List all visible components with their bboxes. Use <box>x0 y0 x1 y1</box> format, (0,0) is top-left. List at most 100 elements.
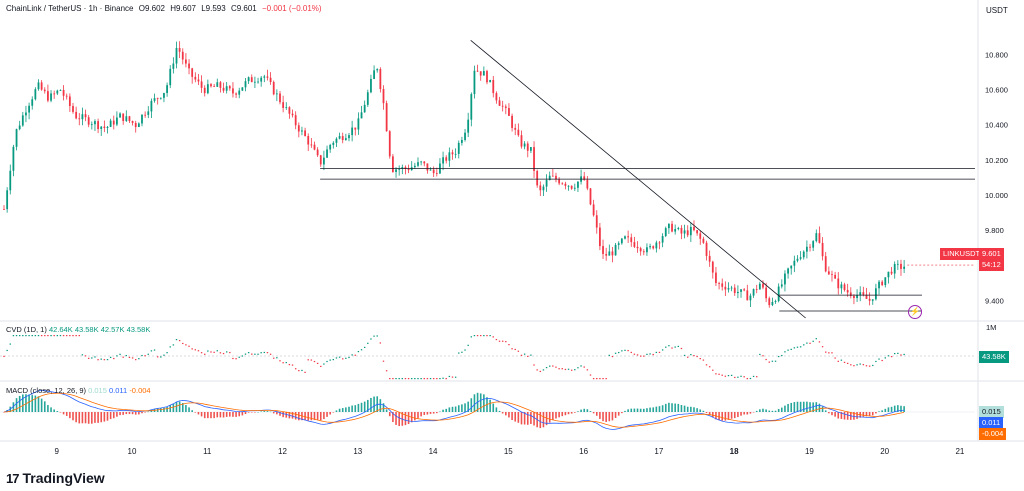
macd-histogram-bar <box>708 412 711 415</box>
macd-histogram-bar <box>483 394 485 412</box>
cvd-bar <box>646 353 648 355</box>
macd-histogram-bar <box>633 408 636 412</box>
macd-histogram-bar <box>175 401 178 412</box>
candle-body <box>401 167 404 169</box>
macd-histogram-bar <box>197 412 200 415</box>
cvd-bar <box>464 349 466 351</box>
macd-histogram-bar <box>887 407 890 412</box>
candle-body <box>624 236 626 239</box>
macd-histogram-bar <box>28 394 30 412</box>
macd-histogram-bar <box>436 412 438 414</box>
candle-body <box>156 98 159 99</box>
candle-body <box>307 136 310 145</box>
candle-body <box>379 69 382 90</box>
macd-histogram-bar <box>238 412 241 417</box>
ohlc-change: −0.001 (−0.01%) <box>261 4 322 13</box>
cvd-bar <box>251 353 253 355</box>
cvd-bar <box>222 352 225 355</box>
macd-histogram-bar <box>53 409 55 412</box>
candle-body <box>790 265 793 269</box>
cvd-bar <box>777 355 780 358</box>
macd-histogram-bar <box>774 410 777 412</box>
cvd-bar <box>304 371 306 373</box>
candle-body <box>288 107 291 114</box>
cvd-bar <box>796 346 799 348</box>
cvd-legend[interactable]: CVD (1D, 1) 42.64K 43.58K 42.57K 43.58K <box>6 325 150 334</box>
cvd-bar <box>75 335 77 337</box>
candle-body <box>577 181 579 188</box>
cvd-bar <box>100 358 102 360</box>
macd-histogram-bar <box>668 402 670 412</box>
cvd-label: CVD (1D, 1) <box>6 325 47 334</box>
candle-body <box>561 183 564 185</box>
cvd-bar <box>188 345 190 347</box>
macd-histogram-bar <box>517 412 520 423</box>
candle-body <box>43 89 46 92</box>
candle-body <box>269 77 272 83</box>
candle-body <box>693 226 695 231</box>
candle-body <box>34 89 37 100</box>
cvd-bar <box>542 369 545 371</box>
cvd-bar <box>144 355 146 357</box>
candle-body <box>614 244 617 256</box>
cvd-bar <box>56 335 59 337</box>
macd-histogram-bar <box>508 412 510 418</box>
macd-line-value: 0.011 <box>109 386 128 395</box>
candle-body <box>671 223 673 232</box>
cvd-bar <box>72 335 74 337</box>
macd-histogram-bar <box>762 408 764 412</box>
ohlc-open: O9.602 <box>138 4 165 13</box>
candle-body <box>454 153 457 155</box>
tradingview-logo: 17 TradingView <box>6 470 105 486</box>
macd-histogram-bar <box>530 412 532 424</box>
cvd-bar <box>784 351 786 353</box>
candle-body <box>874 288 877 300</box>
cvd-bar <box>643 355 645 357</box>
candle-body <box>6 190 9 210</box>
macd-histogram-bar <box>759 409 761 412</box>
cvd-bar <box>837 360 839 362</box>
time-axis: 9 10 11 12 13 14 15 16 17 18 19 20 21 <box>54 447 964 456</box>
macd-histogram-bar <box>392 412 394 423</box>
macd-histogram-bar <box>583 408 586 412</box>
candle-body <box>652 246 655 249</box>
candle-body <box>451 152 454 155</box>
cvd-bar <box>285 361 287 364</box>
candle-body <box>849 292 852 296</box>
candle-body <box>495 93 498 101</box>
macd-histogram-bar <box>426 412 429 415</box>
candle-body <box>504 106 507 109</box>
macd-histogram-bar <box>580 409 582 412</box>
cvd-bar <box>153 349 156 351</box>
macd-legend[interactable]: MACD (close, 12, 26, 9) 0.015 0.011 -0.0… <box>6 386 151 395</box>
macd-histogram-bar <box>646 408 648 412</box>
cvd-bar <box>834 357 836 359</box>
candle-body <box>501 105 504 107</box>
currency-label[interactable]: USDT <box>986 6 1008 15</box>
candle-body <box>360 112 363 119</box>
macd-histogram-bar <box>586 409 589 412</box>
candle-body <box>420 161 423 163</box>
cvd-bar <box>746 378 749 380</box>
candle-body <box>332 142 335 145</box>
macd-histogram-bar <box>621 412 623 414</box>
cvd-bar <box>611 355 614 358</box>
macd-histogram-bar <box>677 403 680 412</box>
candle-body <box>661 236 664 243</box>
cvd-bar <box>552 365 554 367</box>
macd-histogram-bar <box>91 412 93 424</box>
candle-body <box>765 287 768 299</box>
cvd-bar <box>216 350 218 352</box>
macd-histogram-bar <box>464 403 466 412</box>
brand-name: TradingView <box>22 470 105 486</box>
cvd-bar <box>47 335 49 337</box>
cvd-bar <box>392 378 394 380</box>
macd-histogram-bar <box>75 412 77 423</box>
cvd-bar <box>426 378 429 380</box>
macd-histogram-bar <box>319 412 322 421</box>
cvd-bar <box>599 378 601 380</box>
candle-body <box>100 126 103 129</box>
cvd-bar <box>310 359 313 361</box>
lightning-icon[interactable]: ⚡ <box>908 305 922 319</box>
macd-histogram-bar <box>630 408 633 412</box>
